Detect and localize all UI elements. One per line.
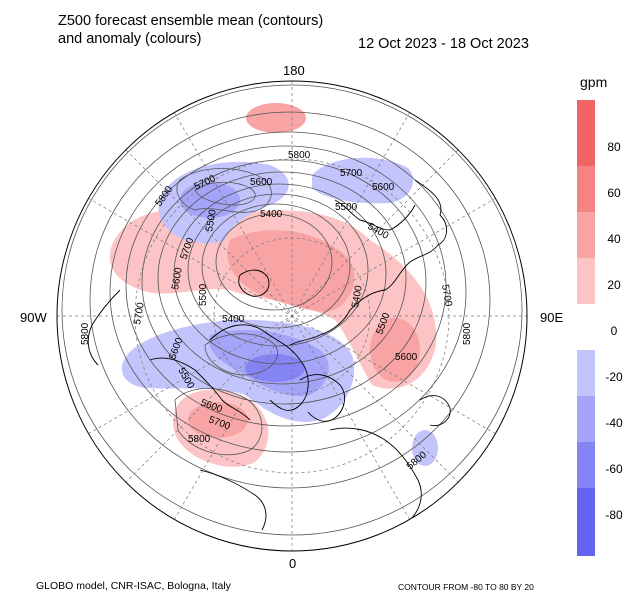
coastline — [299, 374, 346, 422]
colorbar-tick: 0 — [610, 324, 618, 338]
coastline — [199, 469, 267, 531]
coastline — [149, 357, 251, 421]
colorbar-segment-pos80 — [577, 100, 595, 166]
height-contour — [176, 168, 272, 213]
z500-contours — [61, 84, 523, 536]
model-credit: GLOBO model, CNR-ISAC, Bologna, Italy — [36, 580, 231, 592]
anomaly-region — [246, 103, 306, 133]
title-line-1: Z500 forecast ensemble mean (contours) — [58, 13, 324, 29]
colorbar-unit: gpm — [580, 74, 608, 90]
title-line-2: and anomaly (colours) — [58, 31, 202, 47]
contour-label: 5400 — [222, 314, 245, 325]
colorbar-segment-neg40 — [577, 396, 595, 442]
meridian — [87, 197, 497, 435]
height-contour — [201, 203, 351, 329]
contour-label: 5700 — [132, 301, 147, 325]
contour-label: 5800 — [188, 434, 211, 445]
colorbar-tick: -80 — [605, 508, 623, 522]
contour-label: 5500 — [204, 208, 219, 232]
contour-label: 5700 — [340, 168, 363, 179]
colorbar-segment-neg20 — [577, 350, 595, 396]
colorbar-segment-neutral — [577, 304, 595, 350]
map-boundary — [56, 80, 528, 552]
contour-label: 5800 — [288, 150, 311, 161]
contour-label: 5400 — [260, 209, 283, 220]
anomaly-region — [227, 230, 355, 312]
anomaly-region — [245, 354, 305, 382]
coastline — [87, 289, 121, 366]
contour-label: 5400 — [350, 284, 365, 308]
coastline — [238, 269, 270, 297]
contour-label: 5600 — [395, 352, 418, 363]
coastline — [209, 324, 309, 411]
anomaly-region — [412, 430, 438, 466]
contour-label: 5800 — [462, 322, 473, 345]
height-contour — [215, 213, 333, 311]
contour-label: 5600 — [250, 177, 273, 188]
longitude-label-90e: 90E — [540, 310, 564, 325]
longitude-label-90w: 90W — [20, 310, 47, 325]
colorbar — [577, 100, 595, 556]
colorbar-tick: -40 — [605, 416, 623, 430]
height-contour — [157, 171, 407, 385]
graticule — [57, 81, 527, 551]
height-contour — [141, 159, 427, 405]
colorbar-segment-pos60 — [577, 166, 595, 212]
contour-label: 5400 — [366, 221, 391, 242]
colorbar-segment-pos40 — [577, 212, 595, 258]
contour-label: 5700 — [439, 284, 454, 308]
height-contour — [174, 388, 263, 456]
coastline — [329, 427, 422, 521]
chart-title: Z500 forecast ensemble mean (contours) a… — [58, 12, 323, 48]
contour-label: 5500 — [198, 283, 209, 306]
colorbar-tick: 40 — [607, 232, 621, 246]
height-contour — [61, 84, 523, 536]
anomaly-region — [370, 318, 420, 382]
colorbar-segment-neg80 — [577, 488, 595, 556]
longitude-label-0: 0 — [289, 556, 297, 571]
colorbar-segment-pos20 — [577, 258, 595, 304]
coastline — [334, 199, 416, 231]
longitude-label-180: 180 — [283, 63, 305, 78]
height-contour — [89, 111, 491, 489]
contour-interval-note: CONTOUR FROM -80 TO 80 BY 20 — [398, 582, 534, 592]
contour-label: 5600 — [372, 182, 395, 193]
colorbar-tick: 80 — [607, 140, 621, 154]
height-contour — [109, 131, 467, 453]
colorbar-tick: 20 — [607, 278, 621, 292]
contour-label: 5600 — [170, 266, 185, 290]
coastlines — [87, 179, 451, 531]
forecast-date-range: 12 Oct 2023 - 18 Oct 2023 — [358, 36, 529, 52]
colorbar-tick: -60 — [605, 462, 623, 476]
anomaly-region — [188, 402, 248, 438]
contour-label: 5500 — [335, 202, 358, 213]
height-contour — [173, 183, 387, 365]
colorbar-segment-neg60 — [577, 442, 595, 488]
colorbar-tick: 60 — [607, 186, 621, 200]
contour-label: 5800 — [80, 322, 91, 345]
height-contour — [187, 193, 369, 347]
height-contour — [194, 181, 256, 206]
coastline — [419, 395, 451, 427]
height-contour — [204, 333, 278, 376]
coastline — [289, 179, 447, 346]
colorbar-tick: -20 — [605, 370, 623, 384]
